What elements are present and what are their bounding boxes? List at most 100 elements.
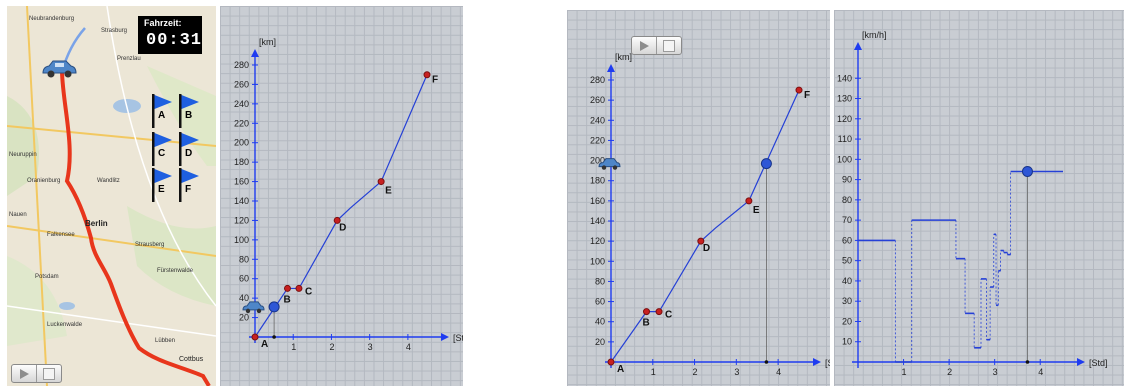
y-axis-label: [km] xyxy=(615,52,632,62)
position-marker xyxy=(268,301,280,313)
x-tick-label: 3 xyxy=(734,367,739,377)
y-tick-label: 100 xyxy=(837,154,852,164)
y-tick-label: 220 xyxy=(234,118,249,128)
point-label: D xyxy=(339,222,346,233)
place-label: Berlin xyxy=(85,219,108,228)
y-tick-label: 180 xyxy=(590,176,605,186)
point-label: F xyxy=(432,75,438,86)
y-tick-label: 40 xyxy=(842,276,852,286)
data-point xyxy=(697,237,705,245)
speed-marker xyxy=(1021,165,1033,177)
play-button[interactable] xyxy=(12,365,37,382)
y-tick-label: 30 xyxy=(842,296,852,306)
y-tick-label: 140 xyxy=(837,73,852,83)
y-tick-label: 60 xyxy=(842,235,852,245)
place-label: Neuruppin xyxy=(9,152,37,158)
stop-button[interactable] xyxy=(37,365,61,382)
flag-label: F xyxy=(185,184,192,195)
play-button[interactable] xyxy=(632,37,657,54)
y-tick-label: 140 xyxy=(234,196,249,206)
data-point xyxy=(333,216,341,224)
distance-chart-panel: [Std] [km] 1 2 3 4 20 40 60 80 100 120 140 160 180 200 2… xyxy=(220,6,463,386)
y-tick-label: 10 xyxy=(842,337,852,347)
x-tick-label: 1 xyxy=(291,342,296,352)
y-tick-label: 260 xyxy=(590,95,605,105)
place-label: Lübben xyxy=(155,338,176,344)
data-point xyxy=(283,284,291,292)
flag-icon: E xyxy=(150,168,174,202)
flag-icon: D xyxy=(177,132,201,166)
y-axis-label: [km] xyxy=(259,37,276,47)
x-axis-arrow xyxy=(441,333,449,341)
point-label: B xyxy=(643,318,650,329)
data-point xyxy=(643,308,651,316)
y-tick-label: 140 xyxy=(590,216,605,226)
place-label: Oranienburg xyxy=(27,178,61,184)
time-marker xyxy=(764,360,769,364)
x-tick-label: 4 xyxy=(1038,367,1043,377)
y-tick-label: 20 xyxy=(595,337,605,347)
y-tick-label: 120 xyxy=(590,236,605,246)
y-tick-label: 280 xyxy=(590,75,605,85)
car-icon xyxy=(242,301,265,314)
y-tick-label: 120 xyxy=(234,215,249,225)
y-axis-arrow xyxy=(251,49,259,57)
point-label: F xyxy=(804,90,810,101)
flag-icon: F xyxy=(177,168,201,202)
point-label: E xyxy=(385,186,392,197)
y-axis-arrow xyxy=(854,42,862,50)
flag-label: B xyxy=(185,110,193,121)
y-tick-label: 40 xyxy=(239,293,249,303)
map-panel: Neubrandenburg Strasburg Prenzlau Neurup… xyxy=(7,6,216,386)
time-marker xyxy=(1025,360,1030,364)
y-tick-label: 80 xyxy=(842,195,852,205)
flag-label: C xyxy=(158,148,166,159)
x-tick-label: 2 xyxy=(329,342,334,352)
time-marker xyxy=(272,335,276,339)
y-tick-label: 160 xyxy=(590,196,605,206)
flag-icon: B xyxy=(177,94,201,128)
flag-label: D xyxy=(185,148,193,159)
point-label: C xyxy=(305,286,312,297)
y-axis-arrow xyxy=(607,64,615,72)
x-tick-label: 4 xyxy=(776,367,781,377)
x-tick-label: 2 xyxy=(947,367,952,377)
data-point xyxy=(795,86,803,94)
place-label: Strausberg xyxy=(135,242,165,248)
y-tick-label: 240 xyxy=(590,115,605,125)
car-icon xyxy=(598,158,621,170)
y-tick-label: 80 xyxy=(239,254,249,264)
y-tick-label: 280 xyxy=(234,60,249,70)
data-point xyxy=(655,308,663,316)
y-tick-label: 70 xyxy=(842,215,852,225)
y-axis-label: [km/h] xyxy=(862,30,887,40)
x-axis-arrow xyxy=(1077,358,1085,366)
point-label: A xyxy=(617,364,624,375)
distance-chart: [Std] [km] 1 2 3 4 20 40 60 80 100 120 140 160 180 200 2… xyxy=(234,37,463,352)
place-label: Falkensee xyxy=(47,232,75,238)
travel-time-display: Fahrzeit: 00:31 xyxy=(138,16,202,54)
place-label: Fürstenwalde xyxy=(157,268,194,274)
x-tick-label: 2 xyxy=(693,367,698,377)
play-icon xyxy=(20,369,29,379)
x-axis-label: [Std] xyxy=(1089,358,1108,368)
x-tick-label: 3 xyxy=(368,342,373,352)
y-tick-label: 60 xyxy=(239,274,249,284)
place-label: Luckenwalde xyxy=(47,322,83,328)
point-label: E xyxy=(753,205,760,216)
flag-icon: C xyxy=(150,132,174,166)
playback-controls xyxy=(11,364,62,383)
y-tick-label: 120 xyxy=(837,114,852,124)
y-tick-label: 100 xyxy=(590,256,605,266)
y-tick-label: 160 xyxy=(234,177,249,187)
stop-button[interactable] xyxy=(657,37,681,54)
y-tick-label: 20 xyxy=(842,316,852,326)
data-point xyxy=(295,284,303,292)
y-tick-label: 110 xyxy=(838,134,852,144)
x-axis-label: [Std] xyxy=(453,333,463,343)
data-point xyxy=(251,333,259,341)
point-label: C xyxy=(665,310,672,321)
y-tick-label: 40 xyxy=(595,317,605,327)
point-label: D xyxy=(703,243,710,254)
route-line xyxy=(60,70,205,378)
